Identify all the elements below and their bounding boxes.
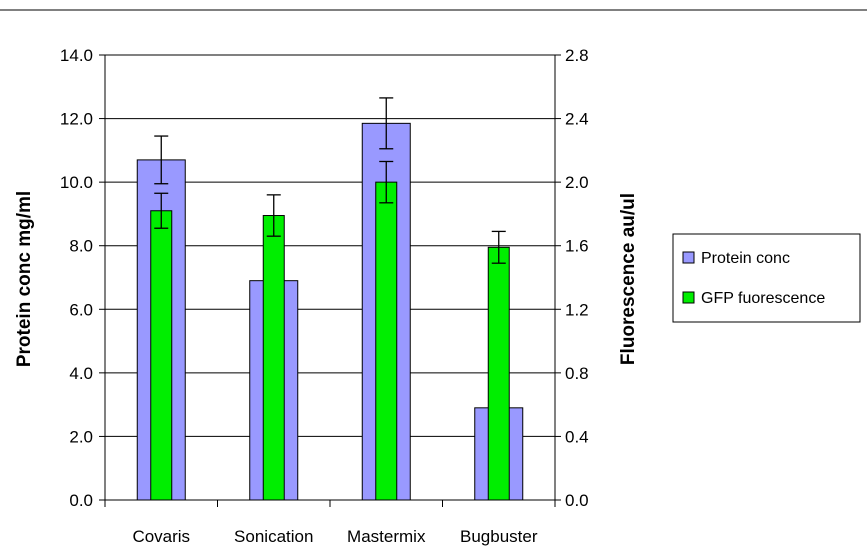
right-tick-label: 0.0 bbox=[565, 491, 589, 510]
left-tick-label: 6.0 bbox=[69, 300, 93, 319]
legend-swatch-gfp-fluorescence bbox=[683, 292, 694, 303]
right-tick-label: 1.6 bbox=[565, 237, 589, 256]
right-tick-label: 0.8 bbox=[565, 364, 589, 383]
left-tick-label: 14.0 bbox=[60, 46, 93, 65]
left-tick-label: 4.0 bbox=[69, 364, 93, 383]
gfp-bar bbox=[488, 247, 509, 500]
gfp-bar bbox=[376, 182, 397, 500]
legend-label-gfp-fluorescence: GFP fuorescence bbox=[701, 290, 825, 307]
right-tick-label: 1.2 bbox=[565, 300, 589, 319]
left-axis-ticks: 0.0 2.0 4.0 6.0 8.0 10.0 12.0 14.0 bbox=[60, 46, 105, 510]
x-axis-ticks: Covaris Sonication Mastermix Bugbuster bbox=[105, 500, 555, 546]
x-tick-label: Covaris bbox=[132, 527, 190, 546]
legend-label-protein-conc: Protein conc bbox=[701, 250, 790, 267]
x-tick-label: Sonication bbox=[234, 527, 313, 546]
right-tick-label: 2.8 bbox=[565, 46, 589, 65]
gfp-bars bbox=[151, 182, 510, 500]
x-tick-label: Bugbuster bbox=[460, 527, 538, 546]
left-axis-title: Protein conc mg/ml bbox=[14, 191, 35, 367]
left-tick-label: 8.0 bbox=[69, 237, 93, 256]
right-axis-ticks: 0.0 0.4 0.8 1.2 1.6 2.0 2.4 2.8 bbox=[555, 46, 589, 510]
gfp-bar bbox=[151, 211, 172, 500]
left-tick-label: 2.0 bbox=[69, 427, 93, 446]
gfp-bar bbox=[263, 216, 284, 500]
legend: Protein conc GFP fuorescence bbox=[673, 234, 860, 322]
right-tick-label: 2.4 bbox=[565, 110, 589, 129]
right-tick-label: 0.4 bbox=[565, 427, 589, 446]
right-axis-title: Fluorescence au/ul bbox=[618, 193, 639, 365]
legend-box bbox=[673, 234, 860, 322]
x-tick-label: Mastermix bbox=[347, 527, 426, 546]
right-tick-label: 2.0 bbox=[565, 173, 589, 192]
left-tick-label: 0.0 bbox=[69, 491, 93, 510]
left-tick-label: 12.0 bbox=[60, 110, 93, 129]
legend-swatch-protein-conc bbox=[683, 252, 694, 263]
left-tick-label: 10.0 bbox=[60, 173, 93, 192]
protein-bars bbox=[137, 123, 523, 500]
error-bars bbox=[154, 98, 506, 263]
